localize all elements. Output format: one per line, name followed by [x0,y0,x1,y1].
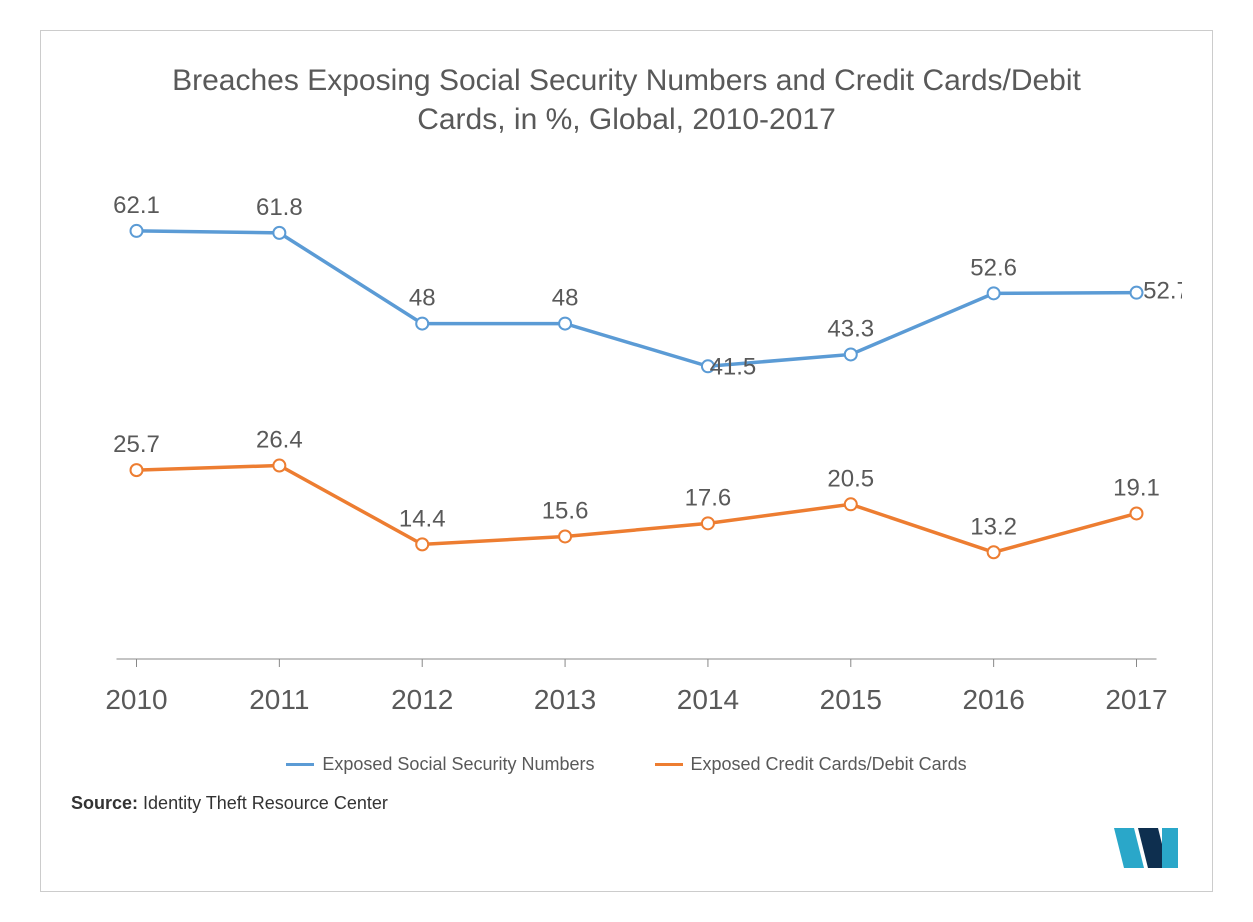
x-axis-label: 2014 [677,684,739,715]
legend-item-ssn: Exposed Social Security Numbers [286,754,594,775]
data-label: 25.7 [113,431,160,458]
data-marker [1131,507,1143,519]
data-marker [131,464,143,476]
data-marker [559,530,571,542]
legend: Exposed Social Security Numbers Exposed … [71,754,1182,775]
data-label: 41.5 [710,353,757,380]
data-label: 19.1 [1113,474,1160,501]
data-marker [1131,287,1143,299]
series-cards: 25.7 26.4 14.4 15.6 17.6 20.5 13.2 19.1 [113,427,1160,559]
data-label: 52.7 [1143,278,1182,305]
data-label: 48 [552,285,579,312]
data-label: 43.3 [827,315,874,342]
brand-logo-icon [1112,826,1182,871]
data-marker [273,227,285,239]
chart-svg: 2010 2011 2012 2013 2014 2015 2016 2017 62.1 61.… [71,159,1182,739]
x-axis-label: 2010 [105,684,167,715]
source-text: Identity Theft Resource Center [143,793,388,813]
data-label: 52.6 [970,254,1017,281]
source-label: Source: [71,793,138,813]
data-marker [131,225,143,237]
data-marker [416,538,428,550]
x-axis-label: 2017 [1105,684,1167,715]
series-line [137,231,1137,366]
data-label: 62.1 [113,192,160,219]
data-marker [559,318,571,330]
source-citation: Source: Identity Theft Resource Center [71,793,1182,814]
chart-container: Breaches Exposing Social Security Number… [40,30,1213,892]
x-axis-label: 2012 [391,684,453,715]
x-axis-label: 2015 [820,684,882,715]
data-label: 17.6 [685,484,732,511]
data-label: 61.8 [256,194,303,221]
data-marker [273,460,285,472]
data-marker [845,498,857,510]
x-axis-label: 2016 [962,684,1024,715]
data-label: 14.4 [399,505,446,532]
data-label: 15.6 [542,497,589,524]
data-marker [988,546,1000,558]
x-axis-label: 2013 [534,684,596,715]
data-label: 13.2 [970,513,1017,540]
series-ssn: 62.1 61.8 48 48 41.5 43.3 52.6 52.7 [113,192,1182,380]
data-label: 20.5 [827,465,874,492]
x-axis-label: 2011 [249,684,309,715]
plot-area: 2010 2011 2012 2013 2014 2015 2016 2017 62.1 61.… [71,159,1182,739]
x-axis-labels: 2010 2011 2012 2013 2014 2015 2016 2017 [105,659,1167,715]
data-marker [416,318,428,330]
data-marker [988,287,1000,299]
legend-item-cards: Exposed Credit Cards/Debit Cards [655,754,967,775]
data-label: 48 [409,285,436,312]
legend-swatch-cards [655,763,683,766]
legend-swatch-ssn [286,763,314,766]
data-label: 26.4 [256,427,303,454]
legend-label-cards: Exposed Credit Cards/Debit Cards [691,754,967,775]
logo-shape-3 [1162,828,1178,868]
legend-label-ssn: Exposed Social Security Numbers [322,754,594,775]
chart-title: Breaches Exposing Social Security Number… [71,61,1182,139]
data-marker [845,348,857,360]
data-marker [702,517,714,529]
